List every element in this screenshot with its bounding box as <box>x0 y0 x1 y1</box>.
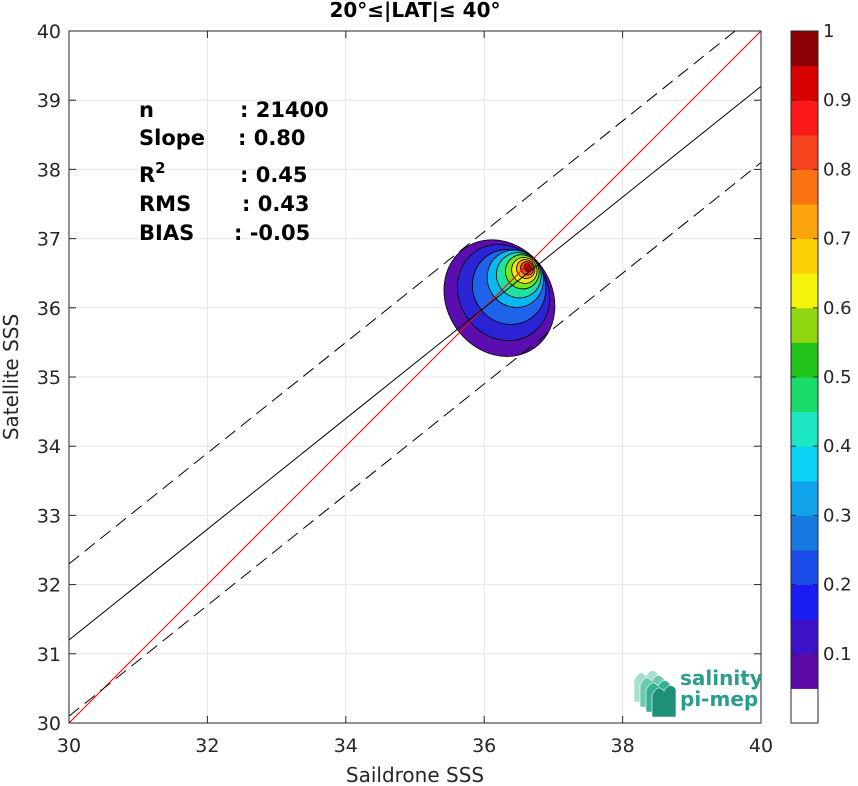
y-tick-label: 37 <box>37 229 61 251</box>
colorbar-tick-label: 1 <box>823 21 834 42</box>
x-tick-label: 38 <box>611 735 635 757</box>
colorbar-tick-label: 0.5 <box>823 367 852 388</box>
stat-label-text: RMS <box>139 192 191 216</box>
x-axis-label: Saildrone SSS <box>346 763 484 786</box>
colorbar-segment <box>791 584 818 620</box>
stat-label: n <box>139 98 154 122</box>
colorbar-segment <box>791 238 818 274</box>
x-tick-label: 32 <box>195 735 219 757</box>
stat-label-text: BIAS <box>139 221 194 245</box>
stat-value: : 0.45 <box>240 163 308 187</box>
axis-ticks: 30 32 34 36 38 40 30 31 32 33 34 35 36 37 38 39 40 <box>37 21 773 757</box>
colorbar-segment <box>791 273 818 309</box>
density-contours <box>443 239 556 357</box>
y-tick-label: 40 <box>37 21 61 43</box>
colorbar-segment <box>791 653 818 689</box>
logo-text-line1: salinity <box>680 666 763 690</box>
colorbar-segment <box>791 619 818 655</box>
colorbar-segment <box>791 515 818 551</box>
y-tick-label: 35 <box>37 367 61 389</box>
y-tick-label: 33 <box>37 505 61 527</box>
colorbar-segment <box>791 342 818 378</box>
stat-value: : 21400 <box>240 98 329 122</box>
stat-value: : 0.43 <box>242 192 310 216</box>
y-tick-label: 32 <box>37 575 61 597</box>
stat-label-text: n <box>139 98 154 122</box>
y-tick-label: 39 <box>37 90 61 112</box>
x-tick-label: 36 <box>472 735 496 757</box>
stat-label: Slope <box>139 126 205 150</box>
colorbar-tick-label: 0.8 <box>823 159 852 180</box>
colorbar-segment <box>791 31 818 67</box>
colorbar-tick-label: 0.2 <box>823 575 852 596</box>
colorbar: 0.1 0.2 0.3 0.4 0.5 0.6 0.7 0.8 0.9 1 <box>790 21 852 724</box>
statistics-box: n : 21400 Slope : 0.80 R2 : 0.45 RMS : 0.43 BIAS… <box>139 98 329 245</box>
stat-label-text: Slope <box>139 126 205 150</box>
y-tick-label: 30 <box>37 713 61 735</box>
y-tick-label: 38 <box>37 159 61 181</box>
colorbar-segment <box>791 65 818 101</box>
colorbar-segment <box>791 480 818 516</box>
colorbar-segment <box>791 169 818 205</box>
colorbar-segment <box>791 446 818 482</box>
colorbar-segment <box>791 688 818 724</box>
x-tick-label: 30 <box>57 735 81 757</box>
stat-label: RMS <box>139 192 191 216</box>
stat-superscript: 2 <box>155 159 165 177</box>
y-tick-label: 36 <box>37 298 61 320</box>
colorbar-tick-label: 0.7 <box>823 229 852 250</box>
colorbar-tick-label: 0.1 <box>823 644 852 665</box>
colorbar-segment <box>791 134 818 170</box>
x-tick-label: 34 <box>334 735 358 757</box>
y-tick-label: 31 <box>37 644 61 666</box>
colorbar-tick-label: 0.3 <box>823 505 852 526</box>
stat-label: BIAS <box>139 221 194 245</box>
stat-label-text: R <box>139 163 155 187</box>
y-tick-label: 34 <box>37 436 61 458</box>
colorbar-tick-label: 0.6 <box>823 298 852 319</box>
colorbar-segment <box>791 204 818 240</box>
colorbar-tick-label: 0.9 <box>823 90 852 111</box>
colorbar-segment <box>791 411 818 447</box>
stat-label: R2 <box>139 159 166 187</box>
logo-text-line2: pi-mep <box>680 687 758 711</box>
x-tick-label: 40 <box>749 735 773 757</box>
lower-bound-line <box>69 162 761 717</box>
logo-wave-icon <box>651 685 677 718</box>
colorbar-segment <box>791 100 818 136</box>
y-axis-label: Satellite SSS <box>0 314 23 440</box>
colorbar-segment <box>791 550 818 586</box>
reference-lines <box>69 31 761 723</box>
upper-bound-line <box>69 31 736 565</box>
stat-value: : 0.80 <box>238 126 306 150</box>
identity-line <box>69 31 761 723</box>
regression-line <box>69 85 761 641</box>
stat-value: : -0.05 <box>234 221 310 245</box>
colorbar-tick-label: 0.4 <box>823 436 852 457</box>
colorbar-segment <box>791 377 818 413</box>
chart-title: 20°≤|LAT|≤ 40° <box>329 0 500 22</box>
colorbar-segment <box>791 307 818 343</box>
